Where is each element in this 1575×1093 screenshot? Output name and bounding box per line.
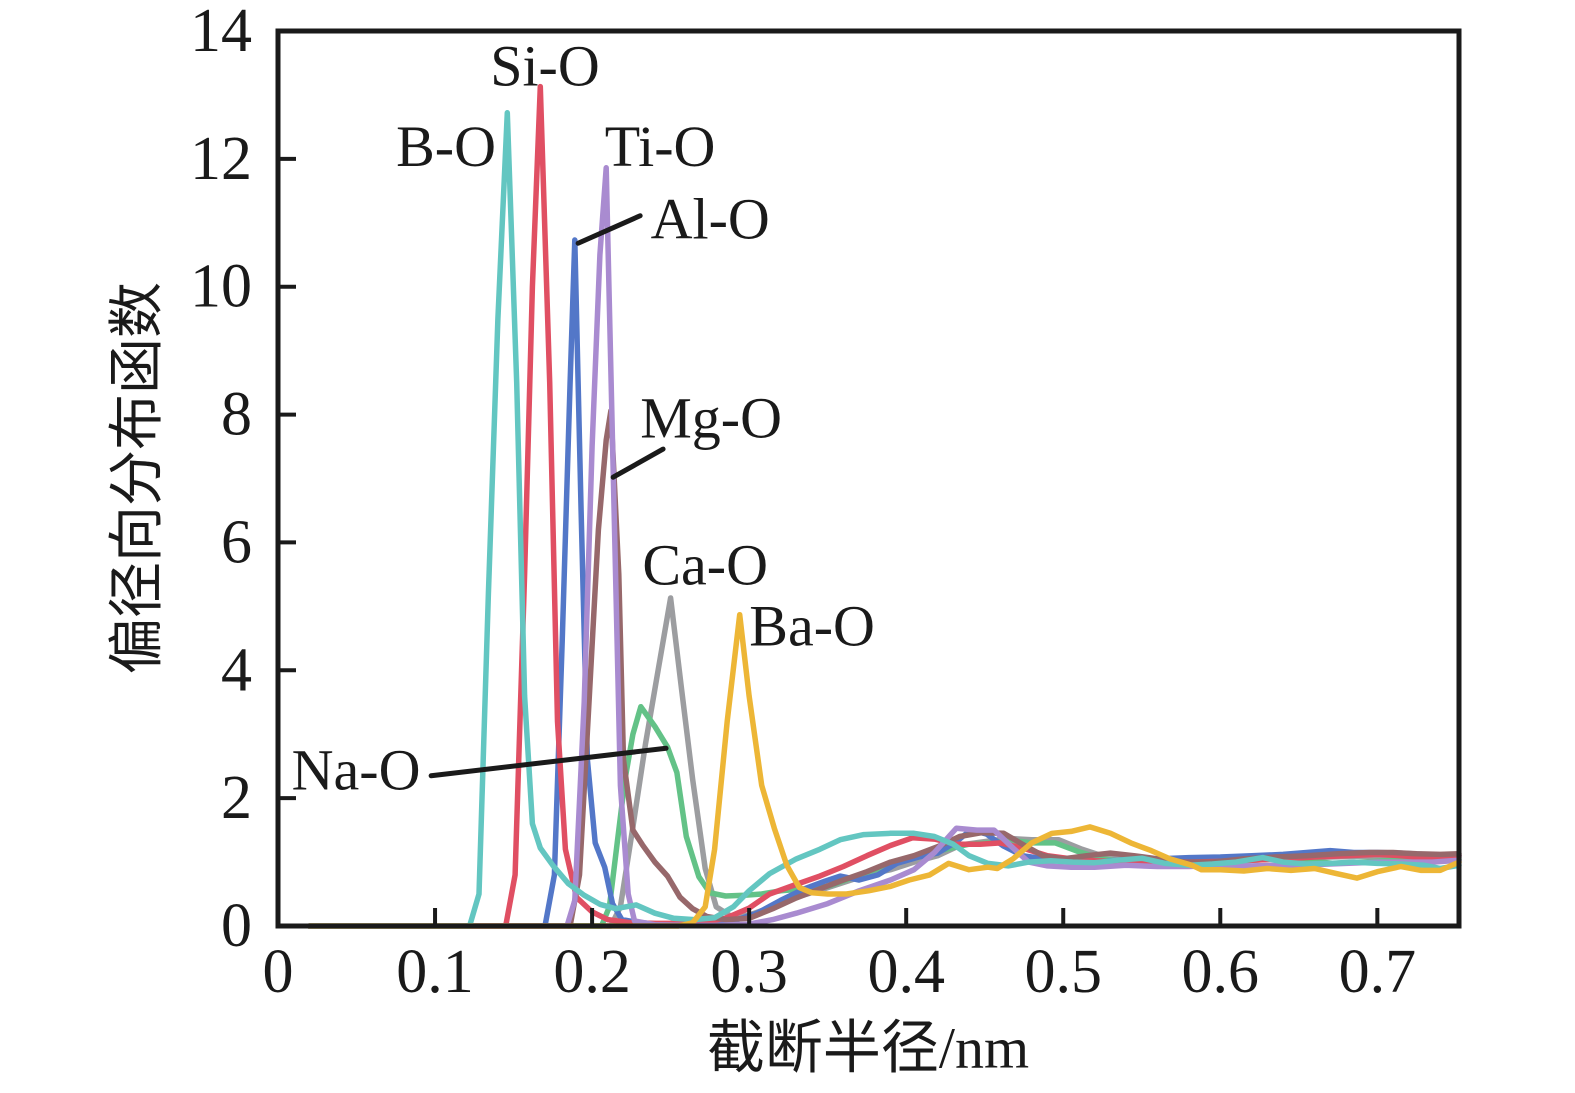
- y-tick-label: 8: [221, 381, 252, 449]
- x-tick-label: 0.5: [1024, 938, 1102, 1006]
- annotation-leader-mg-o: [610, 446, 666, 480]
- y-axis-title: 偏径向分布函数: [107, 282, 169, 674]
- x-tick-label: 0.2: [553, 938, 631, 1006]
- annotation-leader-al-o: [575, 213, 643, 246]
- annotation-label-al-o: Al-O: [651, 186, 770, 251]
- x-tick-label: 0.1: [396, 938, 474, 1006]
- annotation-label-na-o: Na-O: [292, 738, 421, 803]
- x-tick-label: 0: [263, 938, 294, 1006]
- annotation-label-mg-o: Mg-O: [640, 385, 782, 450]
- annotation-label-ca-o: Ca-O: [642, 532, 768, 597]
- x-axis-title: 截断半径/nm: [707, 1016, 1029, 1081]
- y-tick-label: 6: [221, 508, 252, 576]
- annotation-label-b-o: B-O: [396, 114, 496, 179]
- axes-frame: [275, 28, 1462, 929]
- y-tick-label: 12: [190, 125, 252, 193]
- series-line-ti-o: [306, 165, 1462, 929]
- annotation-leader-na-o: [428, 745, 669, 779]
- y-tick-label: 10: [190, 253, 252, 321]
- y-tick-label: 4: [221, 636, 252, 704]
- y-tick-label: 2: [221, 764, 252, 832]
- x-tick-label: 0.4: [867, 938, 945, 1006]
- x-tick-label: 0.3: [710, 938, 788, 1006]
- series-line-b-o: [306, 110, 1462, 929]
- annotation-label-ba-o: Ba-O: [749, 594, 875, 659]
- y-tick-label: 0: [221, 892, 252, 960]
- annotation-label-ti-o: Ti-O: [605, 114, 716, 179]
- x-tick-label: 0.6: [1182, 938, 1260, 1006]
- x-tick-label: 0.7: [1339, 938, 1417, 1006]
- annotation-label-si-o: Si-O: [490, 34, 600, 99]
- y-tick-label: 14: [190, 0, 252, 65]
- series-line-ba-o: [306, 611, 1462, 929]
